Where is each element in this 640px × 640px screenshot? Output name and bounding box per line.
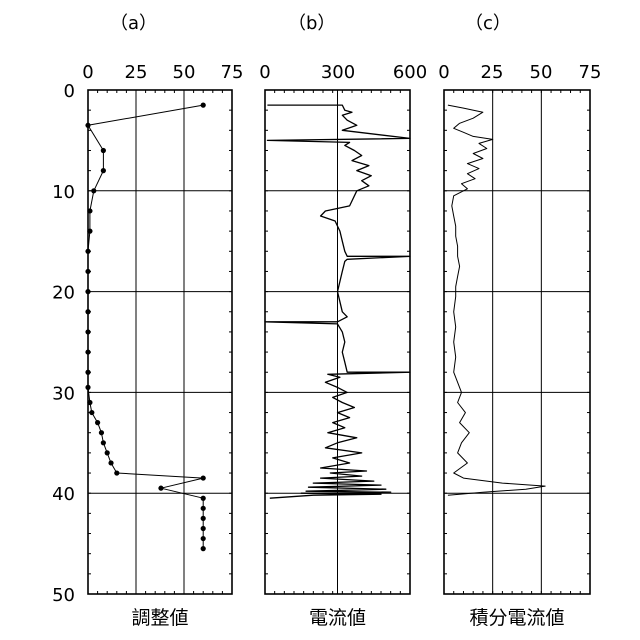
panel-a: 0 25 50 75 0 10 20 30 40 50 （a） 調整値 [52,13,243,629]
x-tick-label: 50 [173,62,196,83]
x-axis-label: 積分電流値 [469,607,564,629]
x-tick-label: 75 [579,62,602,83]
y-tick-label: 10 [52,182,75,203]
data-point [101,148,106,153]
plot-frame [88,90,232,594]
data-point [201,526,206,531]
x-tick-label: 0 [82,62,93,83]
x-tick-label: 0 [259,62,270,83]
x-axis-label: 調整値 [131,607,188,629]
x-axis-label: 電流値 [309,607,366,629]
panel-c: 0 25 50 75 （c） 積分電流値 [438,13,601,629]
data-point [201,475,206,480]
data-point [101,168,106,173]
panel-b: 0 300 600 （b） 電流値 [259,13,427,629]
data-point [201,496,206,501]
data-point [101,440,106,445]
panel-label: （a） [110,13,157,34]
x-tick-label: 600 [393,62,427,83]
data-point [99,430,104,435]
x-tick-label: 300 [321,62,355,83]
data-point [201,103,206,108]
data-point [91,188,96,193]
y-tick-label: 50 [52,585,75,606]
data-point [201,546,206,551]
x-tick-label: 25 [125,62,148,83]
y-tick-label: 30 [52,383,75,404]
data-point [108,460,113,465]
plot-frame [444,90,590,594]
data-point [89,410,94,415]
x-tick-label: 25 [481,62,504,83]
y-tick-label: 40 [52,484,75,505]
data-point [105,450,110,455]
data-point [158,486,163,491]
data-point [95,420,100,425]
x-tick-label: 50 [530,62,553,83]
x-tick-label: 75 [221,62,244,83]
series-line [448,105,545,495]
x-tick-label: 0 [438,62,449,83]
data-point [114,470,119,475]
panel-label: （c） [465,13,511,34]
data-point [201,536,206,541]
y-tick-label: 0 [64,81,75,102]
panel-label: （b） [288,13,335,34]
data-point [201,506,206,511]
y-tick-label: 20 [52,283,75,304]
data-point [201,516,206,521]
